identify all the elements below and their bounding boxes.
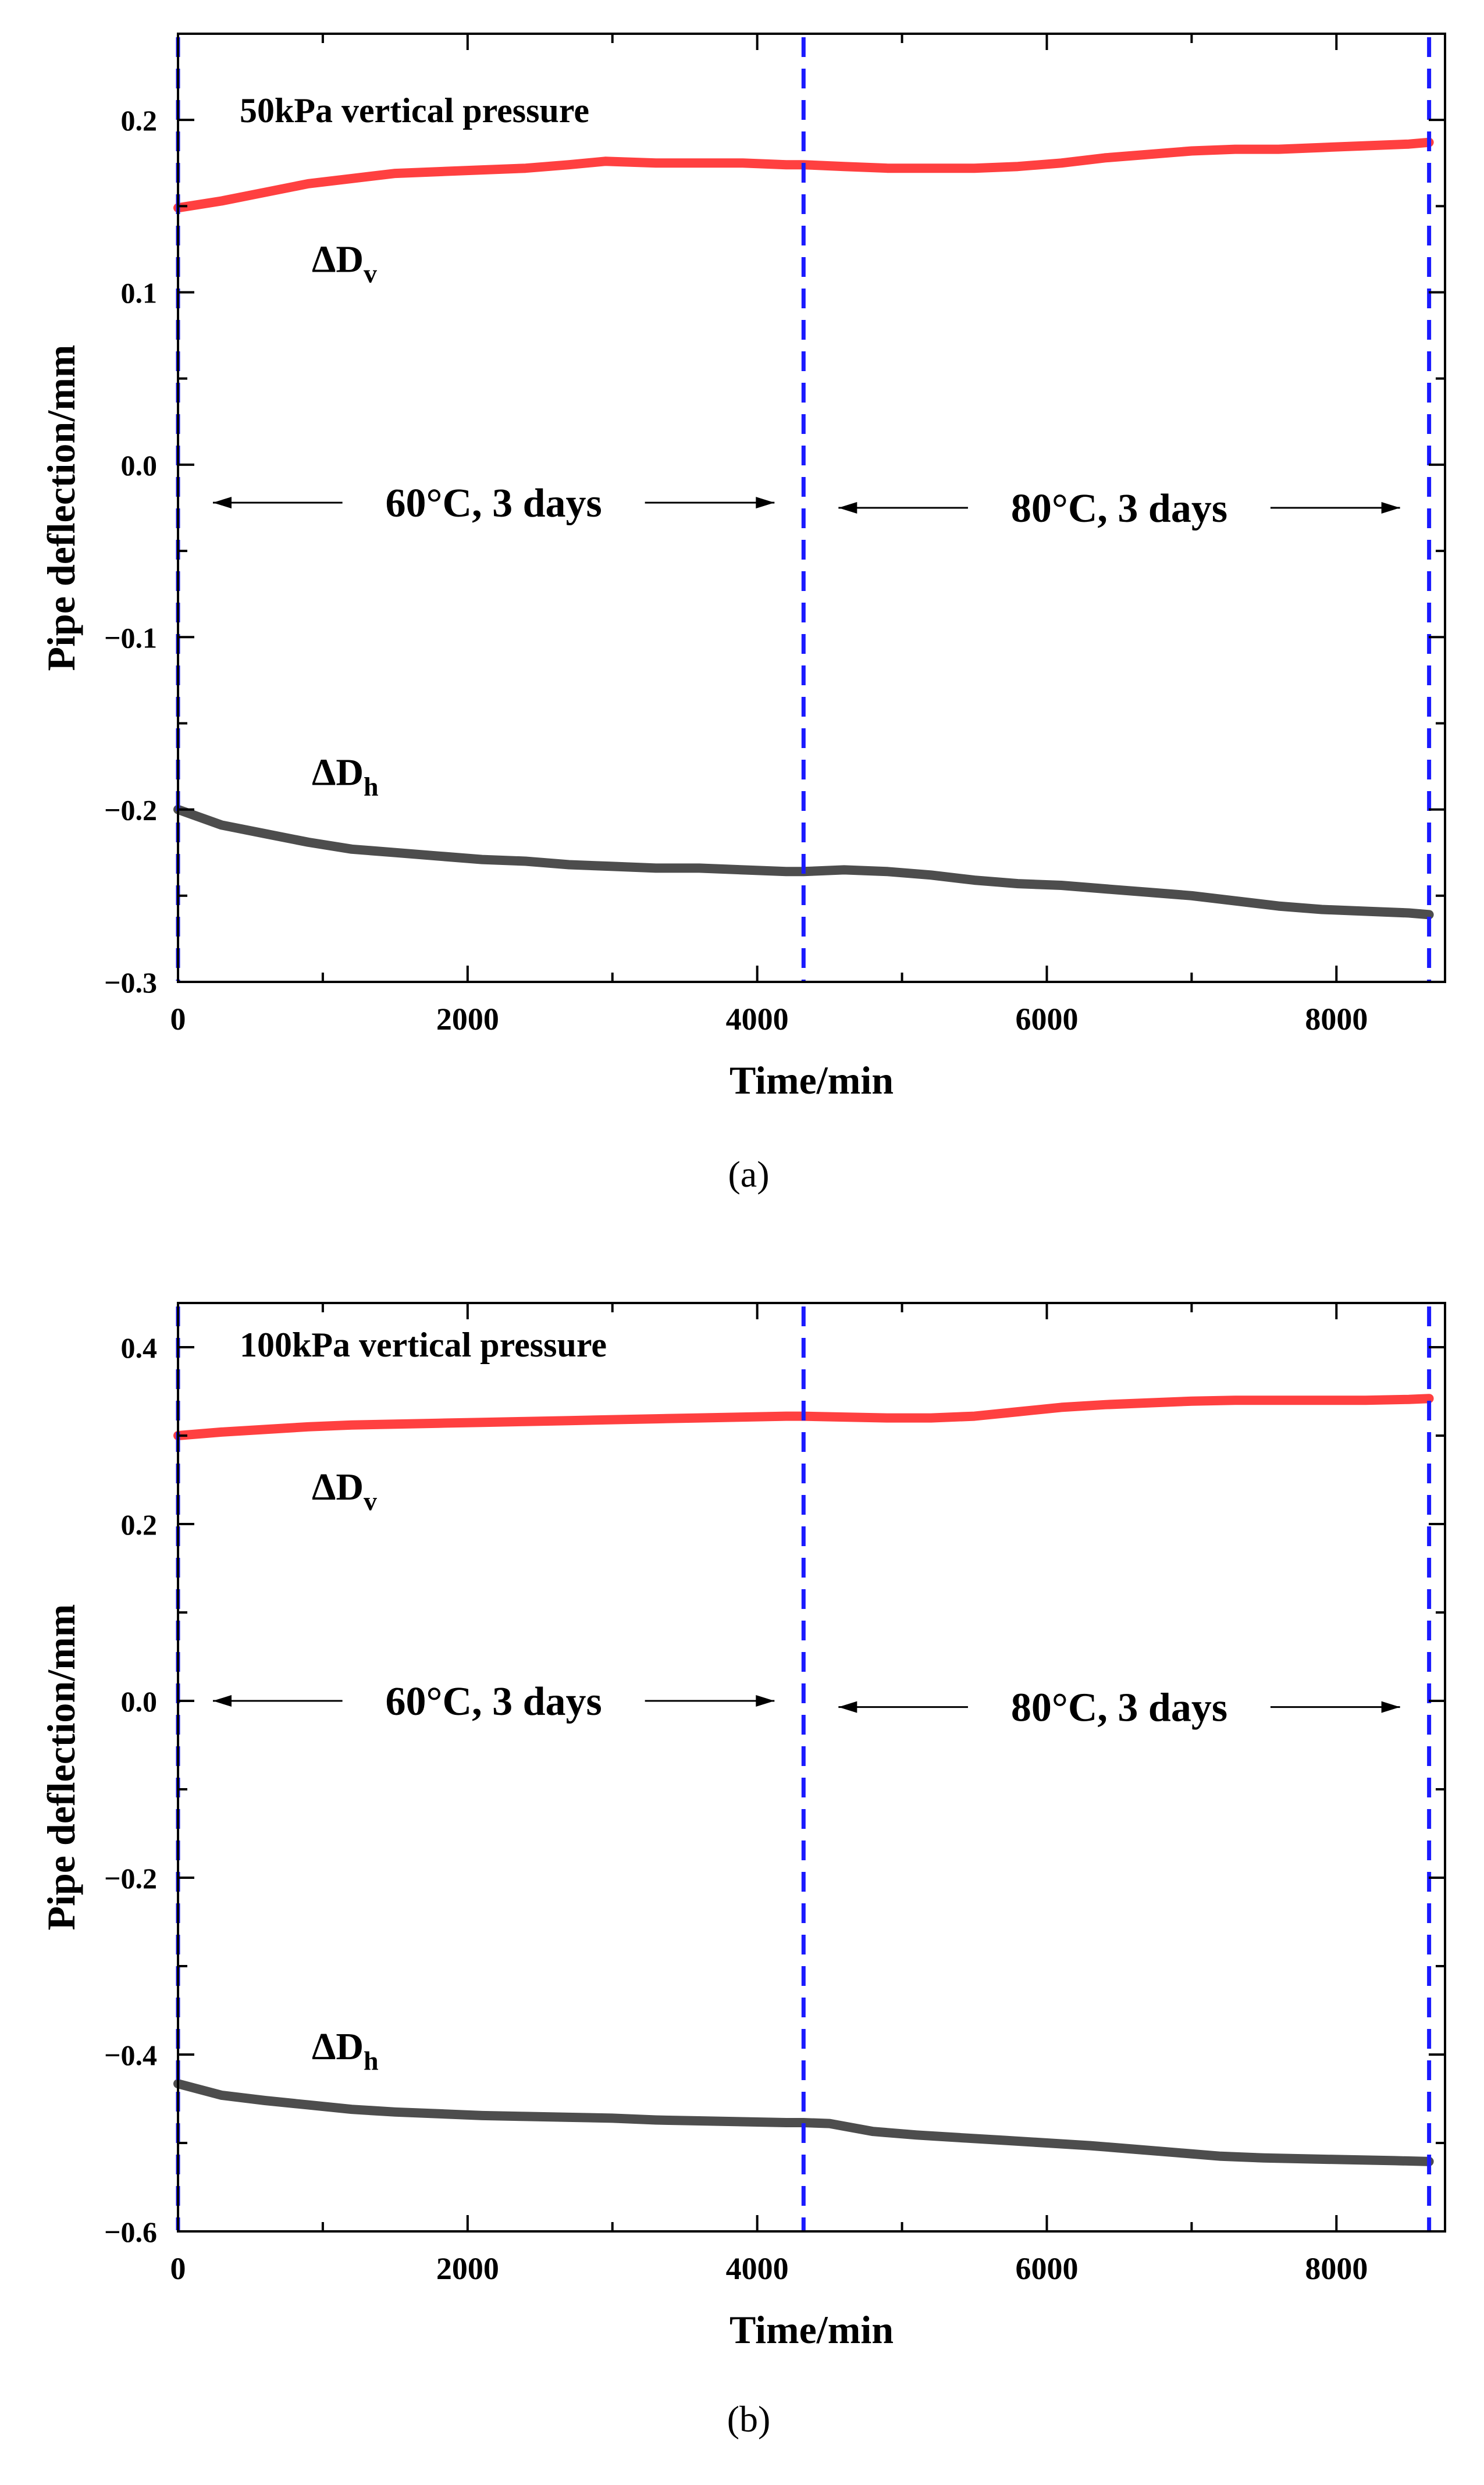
- x-tick-label: 6000: [1015, 1002, 1078, 1037]
- x-tick-label: 0: [170, 1002, 186, 1037]
- y-tick-label: 0.1: [121, 277, 158, 309]
- series-label-v: ΔDv: [312, 1466, 377, 1516]
- arrowhead-right: [756, 497, 775, 509]
- y-tick-label: −0.2: [104, 794, 157, 827]
- y-tick-label: 0.0: [121, 1685, 158, 1718]
- arrowhead-right: [756, 1695, 775, 1707]
- x-tick-label: 4000: [726, 1002, 789, 1037]
- x-tick-label: 8000: [1305, 1002, 1368, 1037]
- x-tick-label: 2000: [436, 1002, 499, 1037]
- temperature-period-label: 80°C, 3 days: [1011, 1686, 1227, 1731]
- temperature-period-label: 60°C, 3 days: [386, 481, 602, 526]
- series-label-subscript: v: [364, 1486, 377, 1516]
- chart-title: 100kPa vertical pressure: [240, 1326, 607, 1364]
- temperature-period-label: 60°C, 3 days: [386, 1679, 602, 1724]
- y-tick-label: −0.1: [104, 621, 157, 654]
- series-label-subscript: h: [364, 2046, 379, 2075]
- y-tick-label: 0.2: [121, 104, 158, 137]
- y-axis-label: Pipe deflection/mm: [39, 345, 83, 671]
- arrowhead-left: [838, 502, 857, 514]
- chart-panel-b: 0 2000 4000 6000 8000 −0.6 −0.4 −0.2 0.0 0.2 0.4 6…: [39, 1302, 1446, 2440]
- x-axis-label: Time/min: [729, 1058, 894, 1102]
- x-axis-label: Time/min: [729, 2308, 894, 2352]
- chart-title: 50kPa vertical pressure: [240, 91, 589, 130]
- series-label-subscript: h: [364, 772, 379, 802]
- y-tick-label: −0.3: [104, 966, 157, 999]
- series-label-main: ΔD: [312, 238, 364, 280]
- y-axis-label: Pipe deflection/mm: [39, 1604, 83, 1931]
- panel-caption: (b): [727, 2398, 771, 2440]
- series-label-subscript: v: [364, 258, 377, 288]
- plot-frame: [177, 33, 1446, 983]
- series-label-h: ΔDh: [312, 2025, 379, 2075]
- y-tick-label: −0.4: [104, 2039, 157, 2071]
- arrowhead-left: [838, 1701, 857, 1713]
- series-label-main: ΔD: [312, 2025, 364, 2068]
- series-line-h: [173, 2079, 1434, 2166]
- series-label-main: ΔD: [312, 1466, 364, 1508]
- plot-frame: [177, 1302, 1446, 2233]
- y-tick-label: −0.2: [104, 1862, 157, 1895]
- temperature-period-label: 80°C, 3 days: [1011, 486, 1227, 531]
- x-tick-label: 8000: [1305, 2251, 1368, 2286]
- y-tick-label: 0.4: [121, 1331, 158, 1364]
- series-label-h: ΔDh: [312, 752, 379, 802]
- x-tick-label: 2000: [436, 2251, 499, 2286]
- series-label-main: ΔD: [312, 752, 364, 794]
- x-tick-label: 4000: [726, 2251, 789, 2286]
- chart-panel-a: 0 2000 4000 6000 8000 −0.3 −0.2 −0.1 0.0 0.1 0.2 6…: [39, 33, 1446, 1195]
- x-tick-label: 0: [170, 2251, 186, 2286]
- y-tick-label: 0.0: [121, 449, 158, 482]
- arrowhead-right: [1381, 1701, 1400, 1713]
- series-label-v: ΔDv: [312, 238, 377, 288]
- arrowhead-right: [1381, 502, 1400, 514]
- arrowhead-left: [213, 497, 232, 509]
- panel-caption: (a): [728, 1154, 769, 1195]
- y-tick-label: 0.2: [121, 1508, 158, 1541]
- y-tick-label: −0.6: [104, 2216, 157, 2248]
- arrowhead-left: [213, 1695, 232, 1707]
- x-tick-label: 6000: [1015, 2251, 1078, 2286]
